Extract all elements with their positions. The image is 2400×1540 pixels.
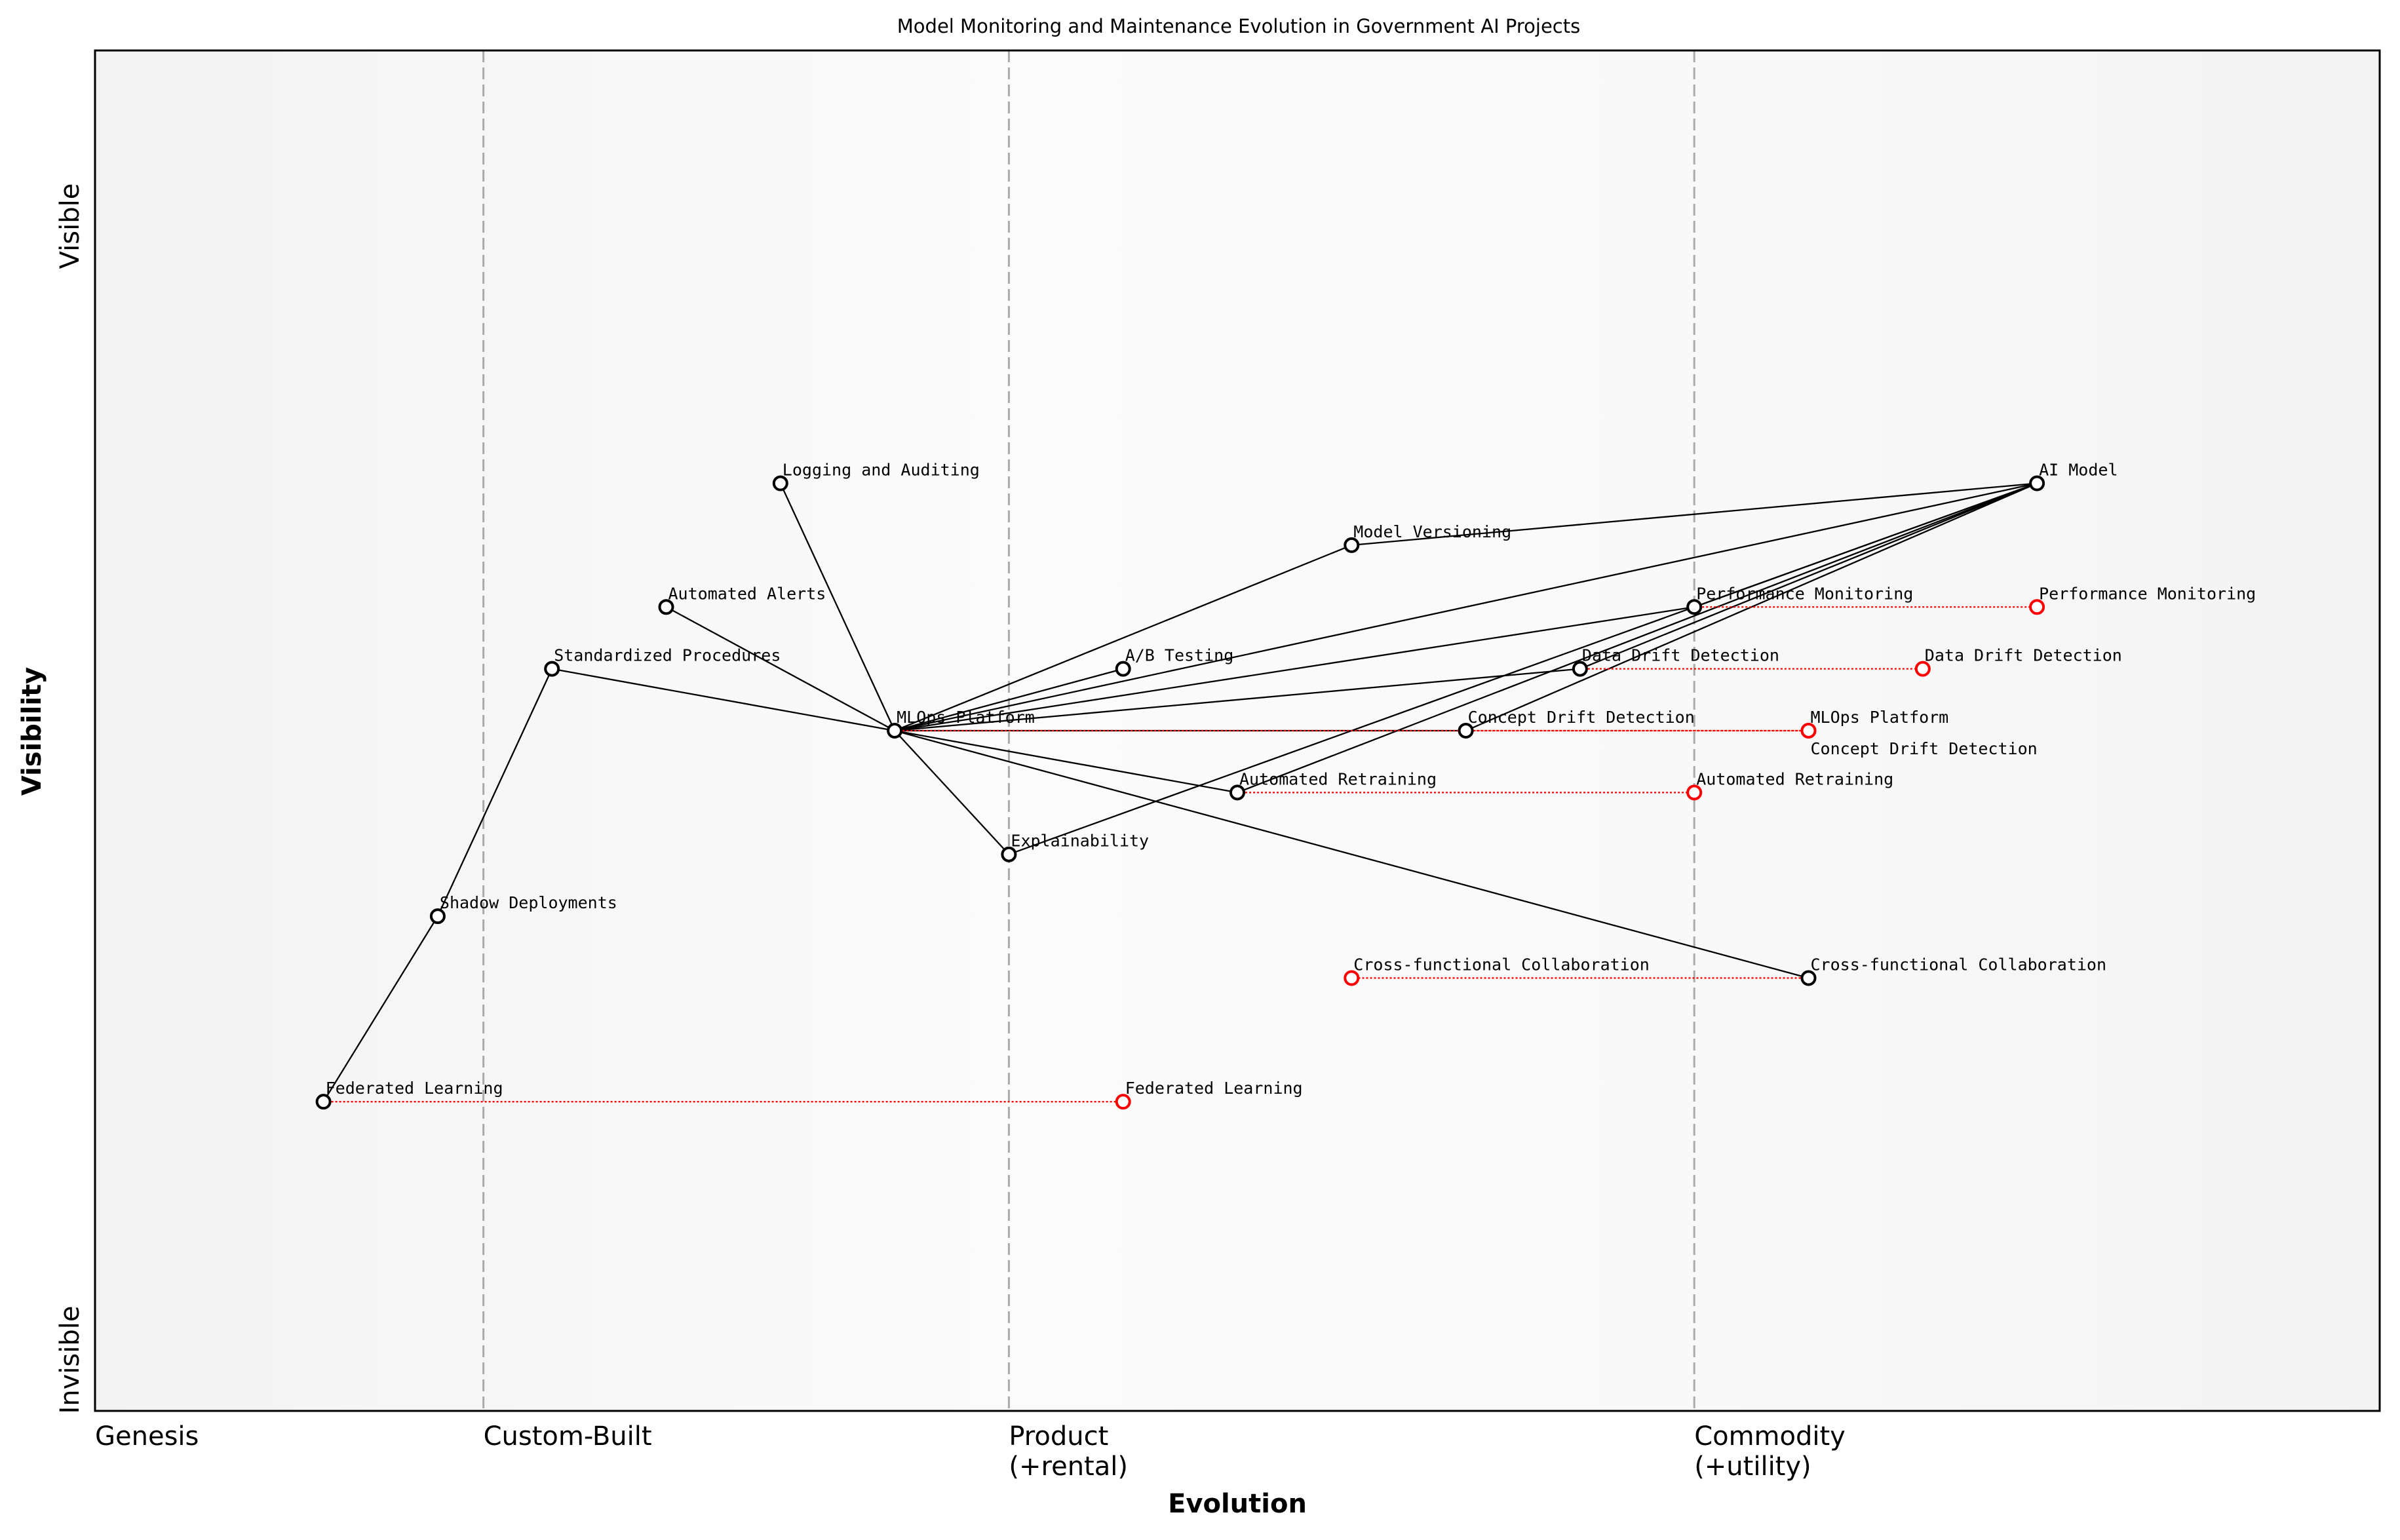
link-ai-model-to-model-versioning <box>1351 482 2038 547</box>
x-tick-label-genesis: Genesis <box>95 1421 199 1452</box>
node-shadow-deployments <box>429 908 446 925</box>
link-mlops-platform-to-a-b-testing <box>894 668 1124 732</box>
x-axis-label: Evolution <box>1168 1489 1307 1519</box>
link-mlops-platform-to-model-versioning <box>894 544 1352 732</box>
y-axis-label: Visibility <box>17 667 47 796</box>
link-ai-model-to-concept-drift-detection <box>1465 482 2038 732</box>
link-shadow-deployments-to-federated-learning <box>322 915 438 1102</box>
node-concept-drift-detection <box>1458 723 1474 739</box>
node-explainability <box>1001 846 1017 862</box>
x-tick-label-product-rental: Product (+rental) <box>1009 1421 1128 1482</box>
evolved-node-data-drift-detection <box>1914 661 1931 677</box>
link-mlops-platform-to-standardized-procedures <box>551 668 895 732</box>
node-model-versioning <box>1344 537 1360 553</box>
node-data-drift-detection <box>1572 661 1588 677</box>
y-tick-visible: Visible <box>55 183 85 269</box>
evolved-node-automated-retraining <box>1686 784 1703 801</box>
node-mlops-platform <box>887 723 903 739</box>
label-a-b-testing: A/B Testing <box>1125 646 1234 665</box>
label-logging-and-auditing: Logging and Auditing <box>783 461 980 480</box>
evolved-label-concept-drift-detection: Concept Drift Detection <box>1811 739 2038 758</box>
node-logging-and-auditing <box>772 475 788 491</box>
label-standardized-procedures: Standardized Procedures <box>554 646 781 665</box>
label-mlops-platform: MLOps Platform <box>897 708 1035 727</box>
link-ai-model-to-mlops-platform <box>894 482 2038 732</box>
label-shadow-deployments: Shadow Deployments <box>440 893 617 912</box>
link-mlops-platform-to-data-drift-detection <box>894 668 1581 732</box>
link-ai-model-to-automated-retraining <box>1237 482 2038 794</box>
evolved-label-cross-functional-collaboration: Cross-functional Collaboration <box>1353 955 1650 974</box>
chart-title: Model Monitoring and Maintenance Evoluti… <box>897 15 1580 37</box>
label-data-drift-detection: Data Drift Detection <box>1582 646 1779 665</box>
evolved-label-federated-learning: Federated Learning <box>1125 1079 1303 1098</box>
node-a-b-testing <box>1115 661 1131 677</box>
label-federated-learning: Federated Learning <box>326 1079 503 1098</box>
plot-frame <box>94 49 2381 1412</box>
link-standardized-procedures-to-shadow-deployments <box>436 668 553 917</box>
evolved-node-concept-drift-detection <box>1800 723 1817 739</box>
label-model-versioning: Model Versioning <box>1353 522 1511 541</box>
label-concept-drift-detection: Concept Drift Detection <box>1468 708 1695 727</box>
x-tick-label-custom-built: Custom-Built <box>484 1421 652 1452</box>
evolved-label-automated-retraining: Automated Retraining <box>1696 769 1893 788</box>
link-mlops-platform-to-logging-and-auditing <box>779 483 896 731</box>
link-ai-model-to-explainability <box>1009 482 2038 855</box>
node-ai-model <box>2029 475 2045 491</box>
label-explainability: Explainability <box>1011 832 1149 851</box>
link-mlops-platform-to-automated-retraining <box>894 729 1238 794</box>
evolved-node-cross-functional-collaboration <box>1344 970 1360 986</box>
link-mlops-platform-to-automated-alerts <box>665 606 895 732</box>
link-ai-model-to-data-drift-detection <box>1579 482 2038 670</box>
y-tick-invisible: Invisible <box>55 1306 85 1414</box>
node-standardized-procedures <box>544 661 560 677</box>
link-mlops-platform-to-cross-functional-collaboration <box>894 729 1809 979</box>
label-ai-model: AI Model <box>2039 461 2118 480</box>
evolved-label-mlops-platform: MLOps Platform <box>1811 708 1949 727</box>
evolved-label-data-drift-detection: Data Drift Detection <box>1925 646 2122 665</box>
evolved-node-federated-learning <box>1115 1094 1131 1110</box>
label-performance-monitoring: Performance Monitoring <box>1696 584 1913 603</box>
node-automated-alerts <box>658 599 674 615</box>
label-cross-functional-collaboration: Cross-functional Collaboration <box>1811 955 2107 974</box>
node-cross-functional-collaboration <box>1800 970 1817 986</box>
link-mlops-platform-to-performance-monitoring <box>894 606 1695 732</box>
link-mlops-platform-to-explainability <box>894 730 1010 855</box>
label-automated-retraining: Automated Retraining <box>1239 769 1437 788</box>
evolved-node-performance-monitoring <box>2029 599 2045 615</box>
label-automated-alerts: Automated Alerts <box>668 584 826 603</box>
node-automated-retraining <box>1229 784 1245 801</box>
node-performance-monitoring <box>1686 599 1703 615</box>
evolved-label-performance-monitoring: Performance Monitoring <box>2039 584 2256 603</box>
x-tick-label-commodity-utility: Commodity (+utility) <box>1694 1421 1846 1482</box>
node-federated-learning <box>315 1094 332 1110</box>
